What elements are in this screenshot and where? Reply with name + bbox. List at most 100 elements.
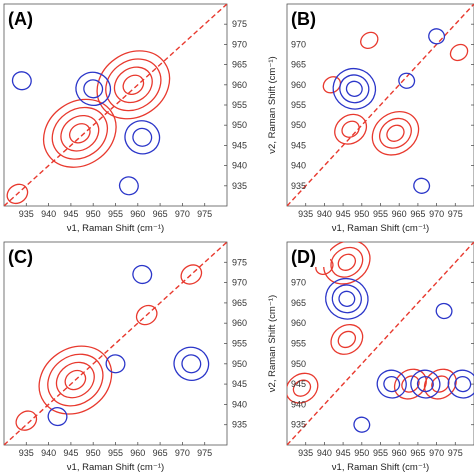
x-tick-label: 950 [86, 209, 101, 219]
x-tick-label: 960 [130, 448, 145, 458]
diagonal-line [287, 4, 474, 206]
y-axis-label: ν2, Raman Shift (cm⁻¹) [267, 295, 278, 392]
pos-contour-2-level-1 [6, 183, 29, 205]
y-tick-label: 935 [291, 181, 306, 191]
x-tick-label: 955 [373, 209, 388, 219]
pos-contour-1-level-1 [341, 120, 360, 138]
neg-contour-1-level-1 [132, 127, 153, 147]
x-tick-label: 965 [410, 448, 425, 458]
y-tick-label: 940 [232, 399, 247, 409]
x-tick-label: 935 [298, 448, 313, 458]
y-tick-label: 935 [291, 420, 306, 430]
pos-contour-0-level-2 [378, 117, 412, 149]
y-tick-label: 960 [291, 318, 306, 328]
neg-contour-0-level-1 [338, 290, 356, 307]
y-tick-label: 935 [232, 181, 247, 191]
pos-contour-1-level-2 [334, 113, 368, 145]
neg-contour-2-level-1 [105, 354, 126, 374]
x-tick-label: 955 [108, 209, 123, 219]
neg-contour-1-level-1 [398, 72, 416, 89]
pos-contour-1-level-4 [96, 50, 171, 120]
y-tick-label: 940 [291, 399, 306, 409]
y-tick-label: 970 [232, 39, 247, 49]
contour-layer [287, 242, 474, 445]
y-tick-label: 960 [232, 318, 247, 328]
x-tick-label: 975 [197, 448, 212, 458]
neg-contour-1-level-1 [383, 375, 401, 393]
panel-label: (B) [291, 9, 316, 29]
pos-contour-0-level-4 [42, 98, 117, 168]
y-tick-label: 970 [291, 39, 306, 49]
x-axis-label: ν1, Raman Shift (cm⁻¹) [67, 462, 164, 473]
pos-contour-0-level-2 [60, 114, 100, 152]
x-axis-label: ν1, Raman Shift (cm⁻¹) [67, 223, 164, 234]
x-tick-label: 965 [153, 448, 168, 458]
pos-contour-2-level-1 [15, 410, 38, 431]
y-tick-label: 955 [232, 339, 247, 349]
neg-contour-0-level-2 [331, 284, 362, 314]
x-tick-label: 940 [317, 448, 332, 458]
y-tick-label: 945 [232, 379, 247, 389]
x-tick-label: 970 [429, 209, 444, 219]
neg-contour-0-level-2 [75, 71, 112, 107]
pos-contour-4-level-2 [287, 372, 319, 404]
y-tick-label: 965 [291, 298, 306, 308]
pos-contour-0-level-2 [330, 246, 364, 278]
pos-contour-0-level-1 [386, 124, 405, 142]
y-tick-label: 935 [232, 420, 247, 430]
panel-label-bg [288, 243, 330, 267]
neg-contour-2-level-1 [416, 375, 434, 393]
x-tick-label: 975 [448, 448, 463, 458]
panel-label-bg [288, 5, 330, 29]
y-tick-label: 955 [291, 100, 306, 110]
pos-contour-4-level-1 [449, 43, 469, 62]
x-tick-label: 940 [317, 209, 332, 219]
pos-contour-3-level-1 [431, 375, 450, 393]
x-tick-label: 945 [336, 209, 351, 219]
contour-layer [287, 4, 474, 206]
diagonal-line [287, 242, 474, 445]
x-tick-label: 960 [130, 209, 145, 219]
contour-layer [4, 4, 227, 206]
pos-contour-2-level-1 [401, 375, 420, 393]
pos-contour-1-level-1 [337, 330, 357, 349]
y-tick-label: 940 [232, 161, 247, 171]
panel-2: 935 940 945 950 955 960 965 970 9759359409459509… [267, 3, 474, 234]
neg-contour-2-level-1 [11, 71, 32, 91]
pos-contour-3-level-1 [322, 76, 342, 94]
x-tick-label: 945 [336, 448, 351, 458]
y-tick-label: 950 [291, 359, 306, 369]
x-tick-label: 975 [197, 209, 212, 219]
pos-contour-1-level-1 [122, 74, 145, 96]
x-tick-label: 955 [108, 448, 123, 458]
panel-1: 935 940 945 950 955 960 965 970 975 935 940 945 950 9… [3, 3, 247, 234]
y-tick-label: 970 [232, 278, 247, 288]
panel-4: 935 940 945 950 955 960 965 970 9759359409459509… [267, 241, 474, 473]
x-axis-label: ν1, Raman Shift (cm⁻¹) [332, 223, 429, 234]
y-tick-label: 975 [232, 257, 247, 267]
pos-contour-0-level-2 [55, 361, 95, 399]
x-tick-label: 950 [354, 448, 369, 458]
neg-contour-1-level-2 [376, 369, 407, 399]
pos-contour-0-level-1 [337, 253, 357, 271]
x-tick-label: 955 [373, 448, 388, 458]
diagonal-line [4, 242, 227, 445]
panel-label: (A) [8, 9, 33, 29]
y-tick-label: 960 [291, 80, 306, 90]
panel-label-bg [5, 243, 47, 267]
y-tick-label: 945 [291, 140, 306, 150]
y-tick-label: 945 [232, 140, 247, 150]
pos-contour-0-level-3 [323, 242, 371, 285]
y-axis-label: ν2, Raman Shift (cm⁻¹) [267, 56, 278, 153]
y-tick-label: 965 [232, 298, 247, 308]
y-tick-label: 940 [291, 161, 306, 171]
y-tick-label: 975 [232, 19, 247, 29]
pos-contour-1-level-2 [113, 66, 153, 104]
x-tick-label: 935 [19, 209, 34, 219]
pos-contour-1-level-1 [135, 304, 158, 326]
neg-contour-2-level-1 [428, 28, 446, 45]
neg-contour-2-level-2 [410, 369, 441, 399]
neg-contour-4-level-1 [353, 416, 371, 433]
neg-contour-3-level-1 [47, 407, 68, 427]
neg-contour-0-level-1 [345, 80, 363, 97]
